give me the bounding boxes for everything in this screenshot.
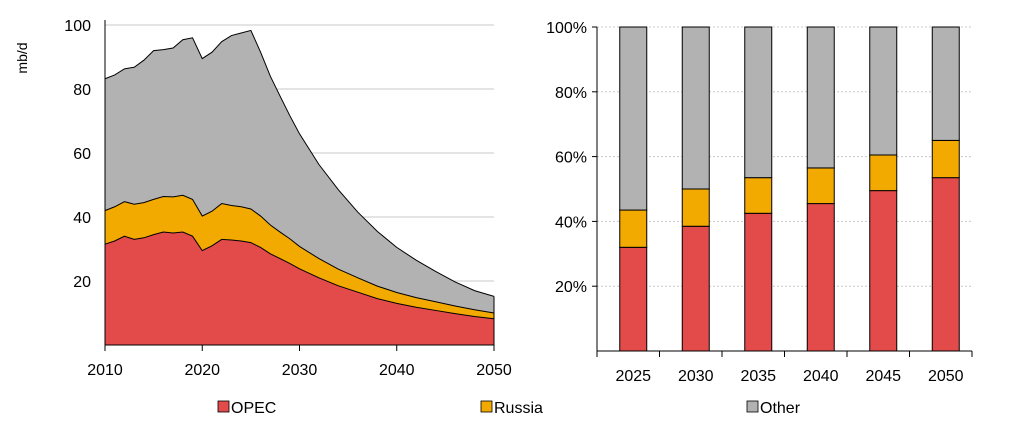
bar-y-tick-label: 60% [555, 150, 587, 167]
bar-segment-other-2030 [681, 26, 710, 190]
bar-segment-other-2045 [869, 26, 898, 156]
bar-segment-russia-2030 [681, 188, 710, 227]
area-series-russia [105, 195, 494, 319]
area-x-tick-label: 2040 [379, 362, 415, 379]
bar-x-tick-label: 2040 [803, 368, 839, 385]
bar-segment-russia-2035 [744, 177, 773, 214]
area-series-outline-other [104, 29, 495, 297]
area-y-tick-label: 80 [73, 82, 91, 99]
bar-segment-opec-2045 [869, 190, 898, 352]
bar-segment-opec-2040 [806, 203, 835, 352]
bar-y-tick-label: 40% [555, 214, 587, 231]
area-y-tick-label: 60 [73, 146, 91, 163]
area-x-tick-label: 2020 [184, 362, 220, 379]
bar-segment-other-2025 [619, 26, 648, 211]
bar-segment-opec-2025 [619, 246, 648, 352]
bar-segment-other-2040 [806, 26, 835, 169]
area-x-tick-label: 2030 [282, 362, 318, 379]
bar-segment-opec-2030 [681, 225, 710, 352]
bar-segment-russia-2040 [806, 167, 835, 205]
bar-segment-other-2035 [744, 26, 773, 179]
area-series-outline-opec [104, 231, 495, 320]
area-series-opec [105, 232, 494, 345]
bar-segment-russia-2050 [931, 139, 960, 179]
bar-y-tick-label: 100% [546, 20, 587, 37]
bar-y-tick-label: 20% [555, 279, 587, 296]
legend-swatch-opec [217, 400, 230, 413]
legend-swatch-other [746, 400, 759, 413]
area-y-tick-label: 40 [73, 210, 91, 227]
bar-x-tick-label: 2050 [928, 368, 964, 385]
area-x-tick-label: 2050 [476, 362, 512, 379]
bar-x-tick-label: 2030 [678, 368, 714, 385]
bar-segment-russia-2025 [619, 209, 648, 248]
legend-label-russia: Russia [494, 400, 543, 417]
bar-x-tick-label: 2035 [740, 368, 776, 385]
area-x-tick-label: 2010 [87, 362, 123, 379]
area-series-other [105, 30, 494, 313]
bar-segment-other-2050 [931, 26, 960, 141]
bar-x-tick-label: 2025 [615, 368, 651, 385]
area-y-axis-title: mb/d [14, 42, 30, 73]
area-series-outline-russia [104, 194, 495, 314]
bar-segment-russia-2045 [869, 154, 898, 192]
bar-y-tick-label: 80% [555, 85, 587, 102]
legend: OPEC Russia Other [217, 400, 801, 417]
legend-label-other: Other [760, 400, 801, 417]
legend-label-opec: OPEC [231, 400, 276, 417]
bar-x-tick-label: 2045 [865, 368, 901, 385]
legend-swatch-russia [480, 400, 493, 413]
area-y-tick-label: 100 [64, 18, 91, 35]
stacked-percent-bar-chart: 2025 2030 2035 2040 2045 2050 20% 40% 60% 80% 100% [546, 20, 973, 385]
area-y-tick-label: 20 [73, 274, 91, 291]
bar-segment-opec-2050 [931, 177, 960, 352]
bar-segment-opec-2035 [744, 212, 773, 352]
